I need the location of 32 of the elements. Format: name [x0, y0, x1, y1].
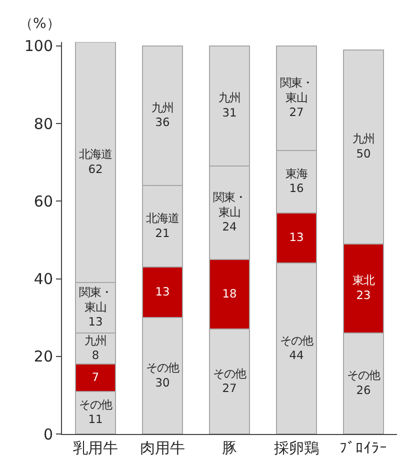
y-tick-label: 80: [34, 114, 53, 133]
y-tick-label: 0: [43, 425, 53, 444]
x-tick-label: ﾌﾞﾛｲﾗｰ: [340, 439, 388, 457]
data-label: その他 30: [146, 360, 179, 390]
data-label: 関東・東山 24: [213, 190, 246, 234]
data-label: 東海 16: [286, 166, 308, 196]
y-tick-label: 40: [34, 270, 53, 288]
data-label: 東北 23: [352, 273, 374, 302]
data-label: 北海道 62: [79, 146, 112, 176]
data-label: 九州 8: [84, 333, 106, 362]
data-label: 7: [92, 370, 100, 384]
y-tick-label: 60: [34, 192, 53, 210]
data-label: 九州 50: [352, 131, 374, 160]
data-label: 13: [289, 230, 304, 244]
data-label: 九州 31: [218, 90, 240, 120]
y-tick-label: 20: [34, 348, 53, 366]
data-label: その他 27: [213, 366, 246, 396]
data-label: 北海道 21: [146, 211, 179, 240]
data-label: 九州 36: [152, 100, 174, 130]
y-tick-label: 100: [24, 37, 53, 56]
x-tick-label: 肉用牛: [140, 439, 185, 457]
data-label: 関東・東山 13: [79, 285, 112, 329]
data-label: 13: [155, 284, 170, 298]
data-label: その他 26: [347, 368, 380, 398]
x-tick-label: 乳用牛: [73, 439, 118, 457]
x-tick-label: 豚: [222, 439, 237, 457]
x-tick-label: 採卵鶏: [274, 439, 319, 457]
y-axis-title: （%）: [19, 16, 60, 32]
data-label: その他 44: [280, 333, 313, 362]
data-label: その他 11: [79, 397, 112, 426]
data-label: 関東・東山 27: [280, 76, 313, 120]
data-label: 18: [222, 286, 237, 300]
